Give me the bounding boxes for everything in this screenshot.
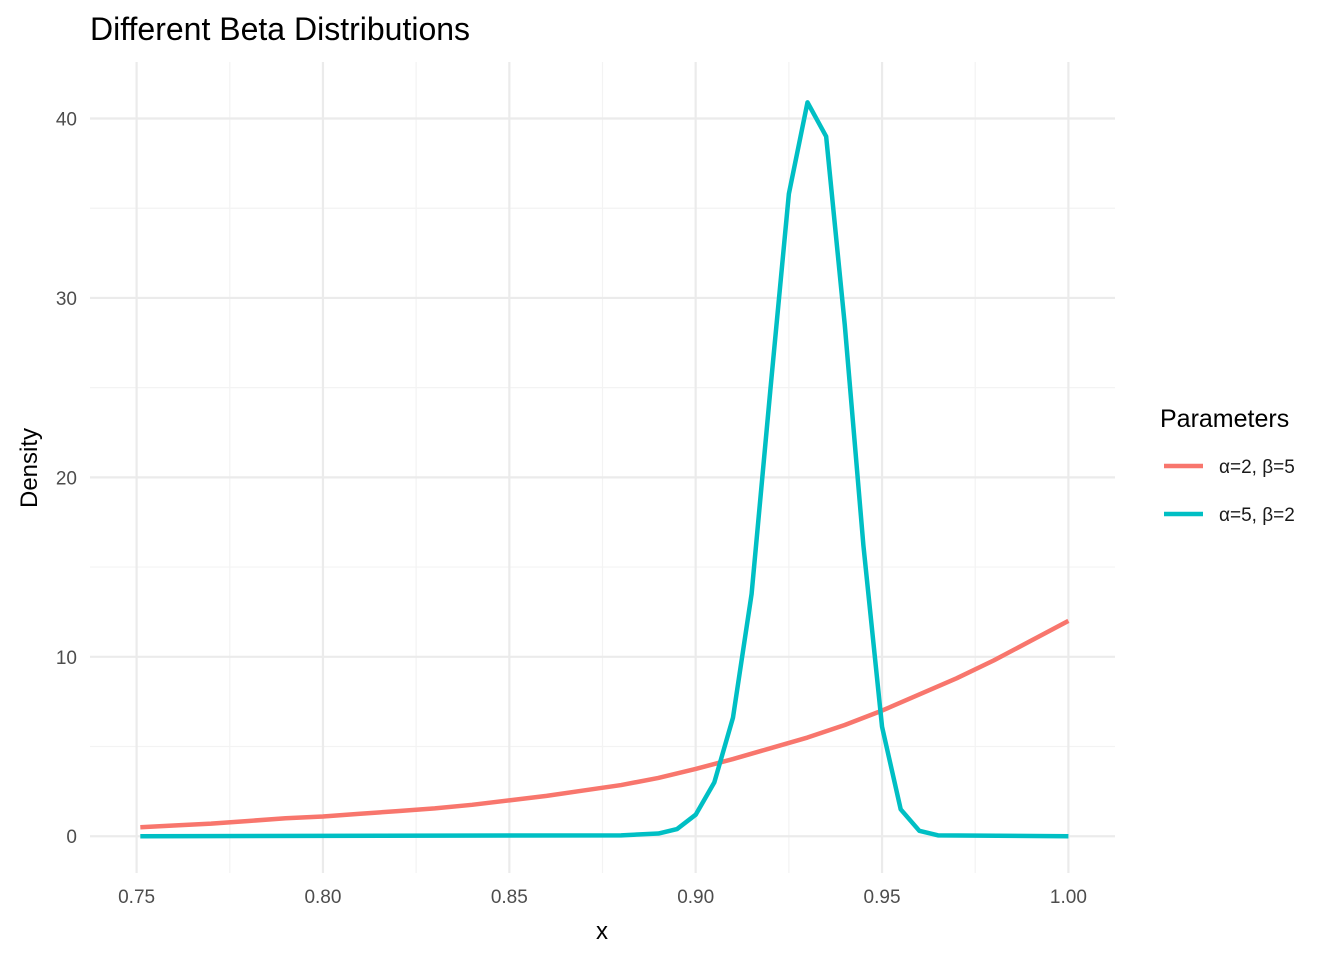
x-tick-label: 0.80: [304, 887, 341, 908]
legend-item-1: α=2, β=5: [1164, 457, 1295, 478]
grid-layer: [90, 62, 1115, 873]
x-tick-label: 0.75: [118, 887, 155, 908]
chart-title: Different Beta Distributions: [90, 11, 470, 47]
legend-items: α=2, β=5 α=5, β=2: [1164, 457, 1295, 526]
series-line-1: [140, 618, 1070, 830]
y-axis-title: Density: [16, 428, 43, 508]
x-tick-label: 0.85: [491, 887, 528, 908]
legend-item-2: α=5, β=2: [1164, 505, 1295, 526]
x-axis: 0.75 0.80 0.85 0.90 0.95 1.00: [118, 887, 1087, 908]
series-layer: [140, 100, 1070, 839]
x-axis-title: x: [596, 918, 608, 945]
legend-title: Parameters: [1160, 405, 1289, 433]
legend: Parameters α=2, β=5 α=5, β=2: [1160, 405, 1295, 526]
x-tick-label: 0.95: [864, 887, 901, 908]
series-line-2: [140, 100, 1069, 839]
y-axis: 0 10 20 30 40: [56, 110, 77, 849]
legend-label-2: α=5, β=2: [1219, 505, 1295, 526]
y-tick-label: 30: [56, 289, 77, 310]
plot-panel: [90, 62, 1115, 873]
y-tick-label: 0: [66, 827, 77, 848]
x-tick-label: 0.90: [677, 887, 714, 908]
legend-label-1: α=2, β=5: [1219, 457, 1295, 478]
x-tick-label: 1.00: [1050, 887, 1087, 908]
y-tick-label: 10: [56, 648, 77, 669]
y-tick-label: 40: [56, 110, 77, 131]
y-tick-label: 20: [56, 468, 77, 489]
